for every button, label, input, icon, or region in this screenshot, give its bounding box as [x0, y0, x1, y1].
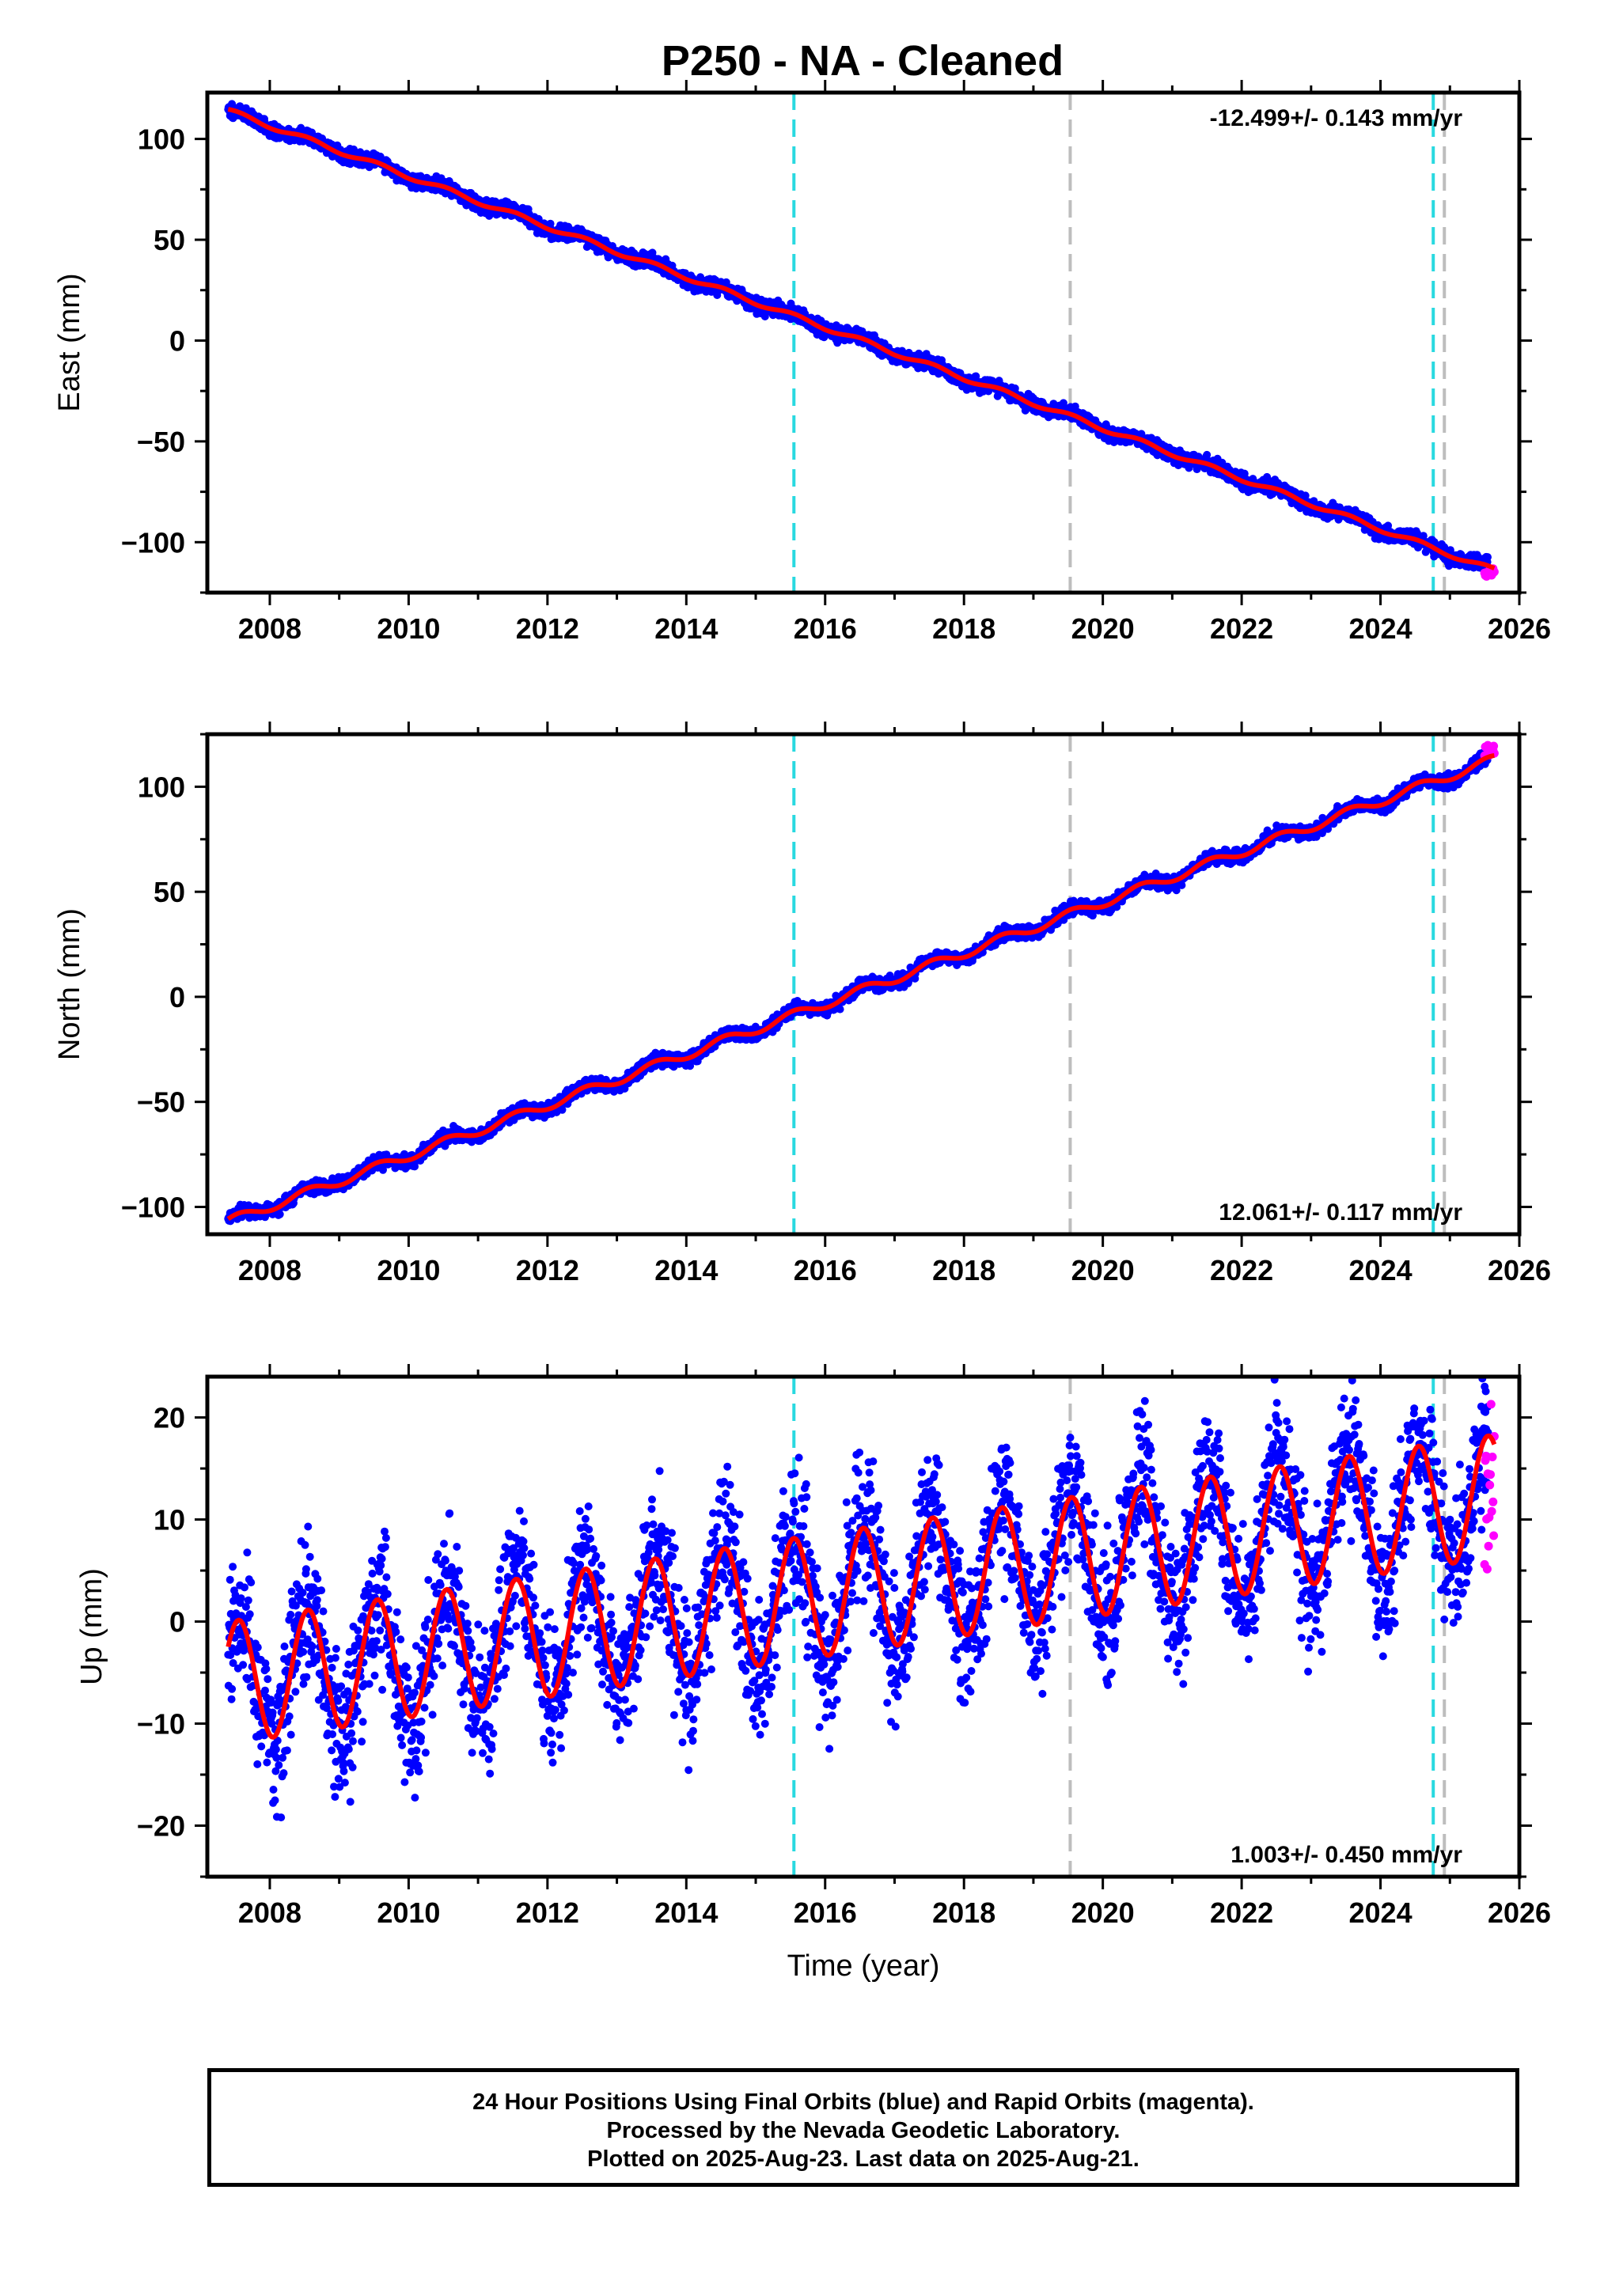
north-plot-area — [224, 734, 1499, 1234]
north-final-orbit-point — [275, 1210, 284, 1218]
east-x-tick-label: 2018 — [932, 612, 995, 645]
east-x-tick-label: 2022 — [1210, 612, 1273, 645]
east-x-tick-label: 2026 — [1488, 612, 1551, 645]
east-x-tick-label: 2008 — [238, 612, 301, 645]
east-y-tick-label: 50 — [154, 224, 185, 256]
east-x-tick-label: 2020 — [1071, 612, 1135, 645]
east-plot-area — [224, 93, 1499, 593]
east-y-tick-label: −50 — [137, 426, 185, 458]
east-panel: 2008 2010 2012 2014 2016 2018 2020 2022 2024 2026… — [53, 80, 1551, 645]
east-x-tick-label: 2014 — [654, 612, 718, 645]
north-panel: 2008 2010 2012 2014 2016 2018 2020 2022 2024 2026… — [53, 722, 1551, 1286]
east-final-orbit-point — [1301, 491, 1310, 500]
east-y-tick-label: 100 — [138, 123, 185, 156]
east-plot-frame — [205, 90, 1522, 595]
east-rate-label: -12.499+/- 0.143 mm/yr — [1210, 105, 1463, 131]
chart-title: P250 - NA - Cleaned — [662, 37, 1064, 85]
east-x-tick-label: 2024 — [1349, 612, 1413, 645]
east-model-fit-line — [227, 107, 1496, 571]
east-final-orbit-point — [1240, 469, 1249, 478]
east-final-orbit-point — [1484, 553, 1492, 562]
north-final-orbit-point — [558, 1105, 567, 1114]
east-x-tick-label: 2016 — [794, 612, 857, 645]
east-y-tick-label: 0 — [169, 324, 185, 357]
north-final-orbit-point — [379, 1165, 387, 1174]
east-x-tick-label: 2012 — [516, 612, 579, 645]
east-y-tick-label: −100 — [121, 526, 185, 559]
east-x-tick-label: 2010 — [377, 612, 440, 645]
east-y-axis-label: East (mm) — [53, 273, 86, 411]
